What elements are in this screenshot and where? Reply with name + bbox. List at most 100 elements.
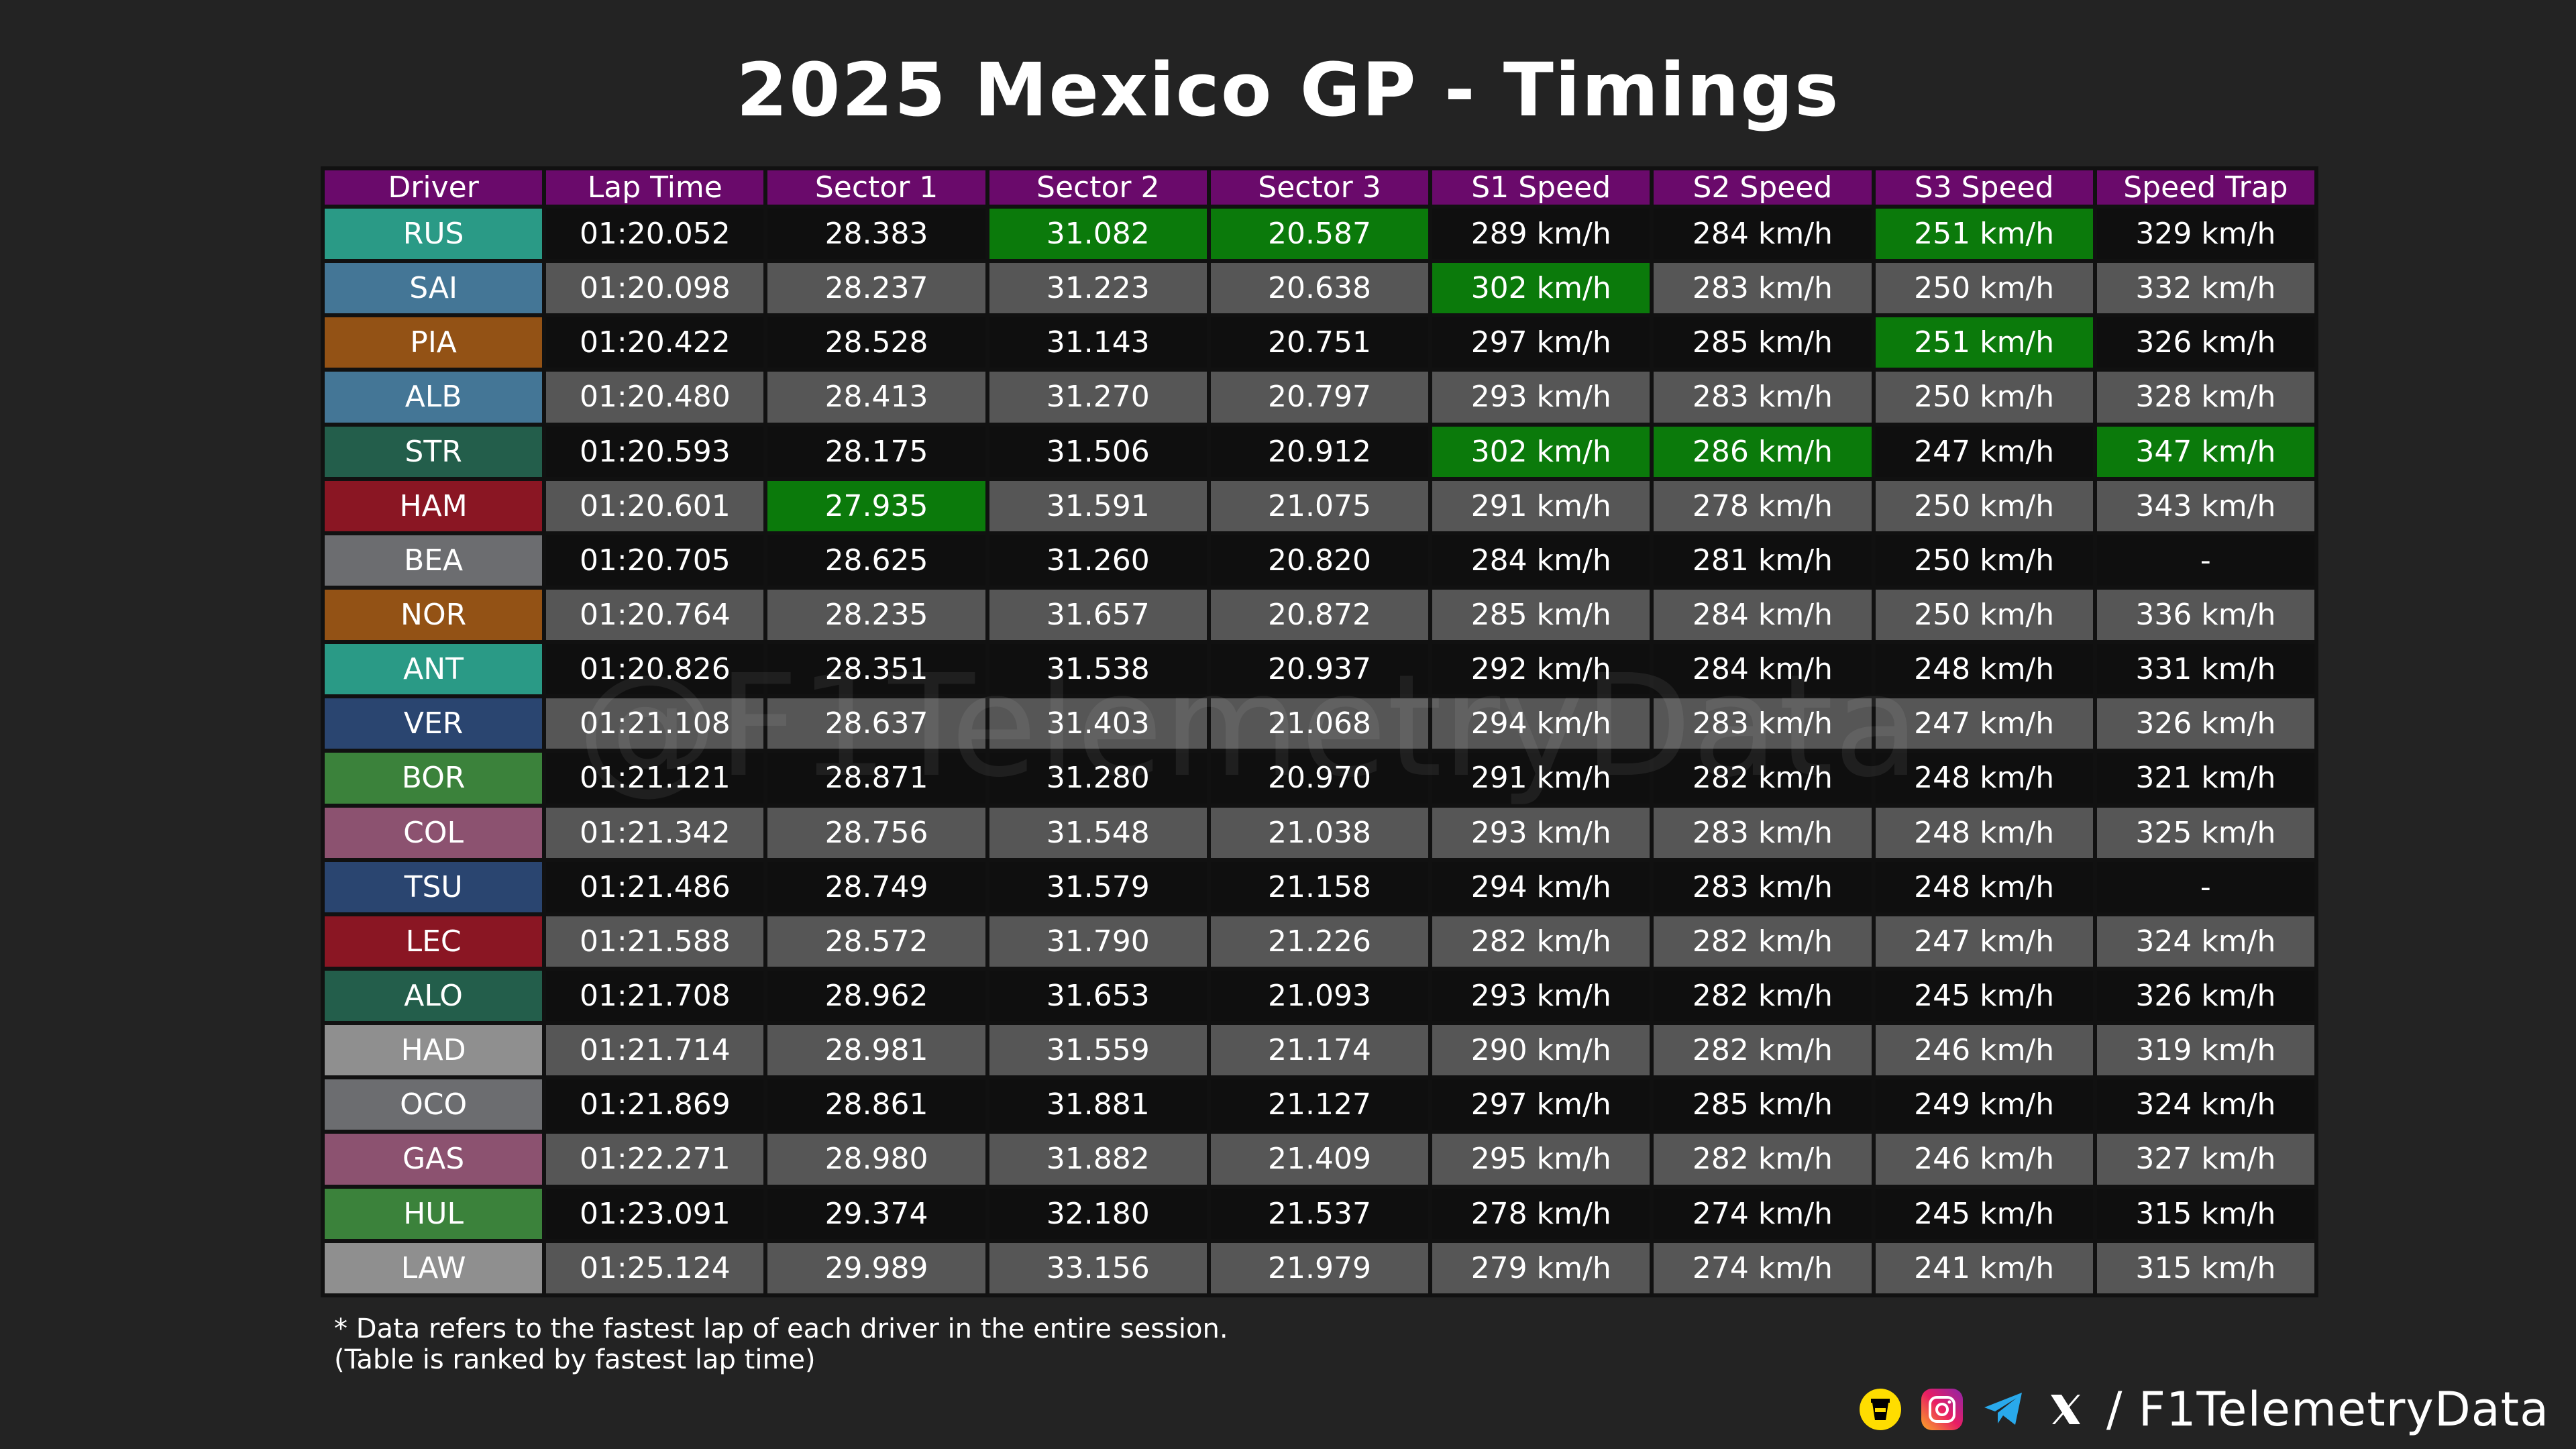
timings-table: Driver Lap Time Sector 1 Sector 2 Sector… — [321, 166, 2318, 1297]
table-cell: 21.979 — [1210, 1242, 1429, 1293]
table-cell: 282 km/h — [1654, 753, 1872, 804]
driver-cell: ALO — [325, 970, 543, 1022]
table-cell: 01:21.108 — [546, 698, 764, 749]
timings-table-container: Driver Lap Time Sector 1 Sector 2 Sector… — [321, 166, 2318, 1297]
table-cell: 21.127 — [1210, 1079, 1429, 1130]
table-cell: 20.638 — [1210, 263, 1429, 314]
table-cell: 28.637 — [767, 698, 985, 749]
telegram-icon[interactable] — [1983, 1389, 2025, 1430]
table-cell: 283 km/h — [1654, 263, 1872, 314]
table-cell: 285 km/h — [1432, 589, 1650, 641]
table-cell: 291 km/h — [1432, 753, 1650, 804]
table-cell: 28.175 — [767, 426, 985, 477]
column-header: S1 Speed — [1432, 170, 1650, 205]
table-cell: 27.935 — [767, 480, 985, 531]
buymeacoffee-icon[interactable] — [1859, 1389, 1901, 1430]
table-cell: 28.413 — [767, 372, 985, 423]
table-cell: 302 km/h — [1432, 263, 1650, 314]
table-row: TSU 01:21.486 28.749 31.579 21.158 294 km/h 28… — [325, 861, 2314, 912]
table-cell: 21.068 — [1210, 698, 1429, 749]
social-handle[interactable]: / F1TelemetryData — [2106, 1382, 2549, 1437]
table-row: COL 01:21.342 28.756 31.548 21.038 293 km/h 28… — [325, 807, 2314, 858]
table-cell: 284 km/h — [1432, 535, 1650, 586]
table-cell: 31.559 — [989, 1025, 1207, 1076]
driver-cell: STR — [325, 426, 543, 477]
table-cell: 20.820 — [1210, 535, 1429, 586]
table-cell: 282 km/h — [1654, 1025, 1872, 1076]
table-cell: 20.797 — [1210, 372, 1429, 423]
table-cell: 28.756 — [767, 807, 985, 858]
table-cell: 319 km/h — [2096, 1025, 2314, 1076]
table-cell: 01:20.593 — [546, 426, 764, 477]
table-cell: 250 km/h — [1875, 372, 2093, 423]
table-cell: 01:20.480 — [546, 372, 764, 423]
table-cell: 20.970 — [1210, 753, 1429, 804]
table-cell: 28.383 — [767, 209, 985, 260]
table-row: ALO 01:21.708 28.962 31.653 21.093 293 km/h 28… — [325, 970, 2314, 1022]
table-row: PIA 01:20.422 28.528 31.143 20.751 297 km/h 28… — [325, 317, 2314, 368]
table-row: LEC 01:21.588 28.572 31.790 21.226 282 km/h 28… — [325, 916, 2314, 967]
page-title: 2025 Mexico GP - Timings — [736, 47, 1840, 133]
table-body: RUS 01:20.052 28.383 31.082 20.587 289 km/h 28… — [325, 209, 2314, 1293]
table-cell: 21.409 — [1210, 1134, 1429, 1185]
table-cell: 21.226 — [1210, 916, 1429, 967]
table-cell: 285 km/h — [1654, 317, 1872, 368]
table-cell: 31.790 — [989, 916, 1207, 967]
table-cell: 284 km/h — [1654, 644, 1872, 695]
table-row: VER 01:21.108 28.637 31.403 21.068 294 km/h 28… — [325, 698, 2314, 749]
footnote: * Data refers to the fastest lap of each… — [334, 1313, 1228, 1375]
table-cell: 31.223 — [989, 263, 1207, 314]
table-cell: 250 km/h — [1875, 535, 2093, 586]
table-cell: 282 km/h — [1432, 916, 1650, 967]
table-cell: 289 km/h — [1432, 209, 1650, 260]
table-cell: 31.653 — [989, 970, 1207, 1022]
table-cell: 328 km/h — [2096, 372, 2314, 423]
table-cell: 31.143 — [989, 317, 1207, 368]
driver-cell: VER — [325, 698, 543, 749]
table-cell: 250 km/h — [1875, 263, 2093, 314]
column-header: S3 Speed — [1875, 170, 2093, 205]
table-cell: 278 km/h — [1432, 1188, 1650, 1239]
driver-cell: PIA — [325, 317, 543, 368]
table-cell: 250 km/h — [1875, 589, 2093, 641]
table-cell: 20.912 — [1210, 426, 1429, 477]
table-cell: 28.962 — [767, 970, 985, 1022]
table-cell: 247 km/h — [1875, 916, 2093, 967]
table-row: SAI 01:20.098 28.237 31.223 20.638 302 km/h 28… — [325, 263, 2314, 314]
table-cell: 31.403 — [989, 698, 1207, 749]
footnote-line: (Table is ranked by fastest lap time) — [334, 1344, 816, 1375]
table-cell: 21.158 — [1210, 861, 1429, 912]
table-cell: 21.174 — [1210, 1025, 1429, 1076]
table-cell: 01:21.342 — [546, 807, 764, 858]
table-cell: 29.989 — [767, 1242, 985, 1293]
instagram-icon[interactable] — [1921, 1389, 1963, 1430]
table-cell: 28.981 — [767, 1025, 985, 1076]
table-cell: 274 km/h — [1654, 1242, 1872, 1293]
column-header: Sector 2 — [989, 170, 1207, 205]
table-cell: 248 km/h — [1875, 807, 2093, 858]
table-cell: 32.180 — [989, 1188, 1207, 1239]
table-cell: 290 km/h — [1432, 1025, 1650, 1076]
driver-cell: TSU — [325, 861, 543, 912]
driver-cell: HAD — [325, 1025, 543, 1076]
social-bar: / F1TelemetryData — [1859, 1382, 2549, 1437]
table-cell: 31.591 — [989, 480, 1207, 531]
column-header: Speed Trap — [2096, 170, 2314, 205]
table-cell: 31.270 — [989, 372, 1207, 423]
table-row: RUS 01:20.052 28.383 31.082 20.587 289 km/h 28… — [325, 209, 2314, 260]
table-cell: 294 km/h — [1432, 861, 1650, 912]
table-cell: 21.075 — [1210, 480, 1429, 531]
table-cell: 241 km/h — [1875, 1242, 2093, 1293]
table-cell: 31.260 — [989, 535, 1207, 586]
table-cell: 28.871 — [767, 753, 985, 804]
table-cell: 31.579 — [989, 861, 1207, 912]
table-cell: 248 km/h — [1875, 753, 2093, 804]
table-cell: 326 km/h — [2096, 698, 2314, 749]
x-icon[interactable] — [2045, 1389, 2086, 1430]
table-cell: 21.038 — [1210, 807, 1429, 858]
table-cell: 21.093 — [1210, 970, 1429, 1022]
table-row: STR 01:20.593 28.175 31.506 20.912 302 km/h 28… — [325, 426, 2314, 477]
table-cell: 286 km/h — [1654, 426, 1872, 477]
driver-cell: BOR — [325, 753, 543, 804]
table-cell: 31.082 — [989, 209, 1207, 260]
